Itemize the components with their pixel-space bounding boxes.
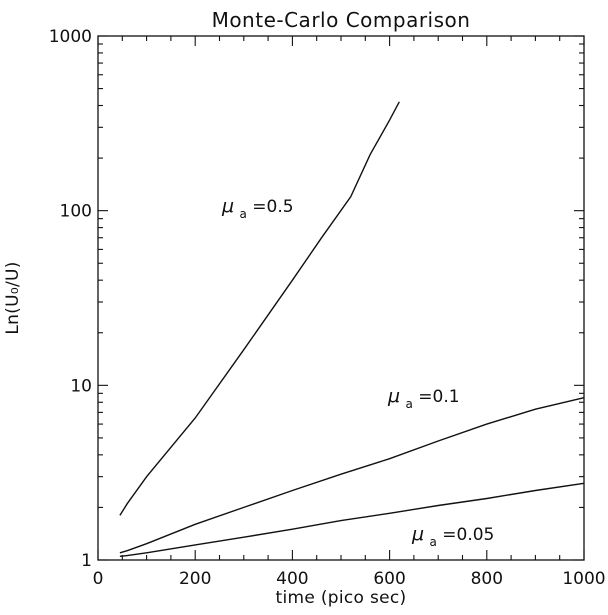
plot-frame: [97, 35, 585, 561]
y-tick-label: 10: [70, 376, 92, 396]
series-line-0: [119, 101, 400, 516]
x-axis: 0 200 400 600 800 1000: [93, 36, 606, 589]
y-tick-label: 100: [60, 202, 92, 222]
series-label-0.1: μ a =0.1: [387, 385, 460, 413]
chart-title: Monte-Carlo Comparison: [212, 8, 471, 32]
x-axis-label: time (pico sec): [276, 588, 407, 608]
series-line-1: [119, 397, 585, 554]
x-tick-label: 400: [276, 569, 308, 589]
x-tick-label: 600: [373, 569, 405, 589]
series-line-2: [119, 482, 585, 557]
series-label-0.5: μ a =0.5: [221, 195, 294, 223]
y-axis: 1 10 100 1000: [49, 27, 584, 571]
series-lines: [119, 101, 585, 557]
series-label-0.05: μ a =0.05: [411, 523, 494, 551]
x-tick-label: 200: [179, 569, 211, 589]
x-tick-label: 0: [93, 569, 104, 589]
y-tick-label: 1: [81, 551, 92, 571]
y-axis-label: Ln(U₀/U): [3, 261, 23, 334]
y-tick-label: 1000: [49, 27, 92, 47]
x-tick-label: 800: [471, 569, 503, 589]
x-tick-label: 1000: [562, 569, 605, 589]
